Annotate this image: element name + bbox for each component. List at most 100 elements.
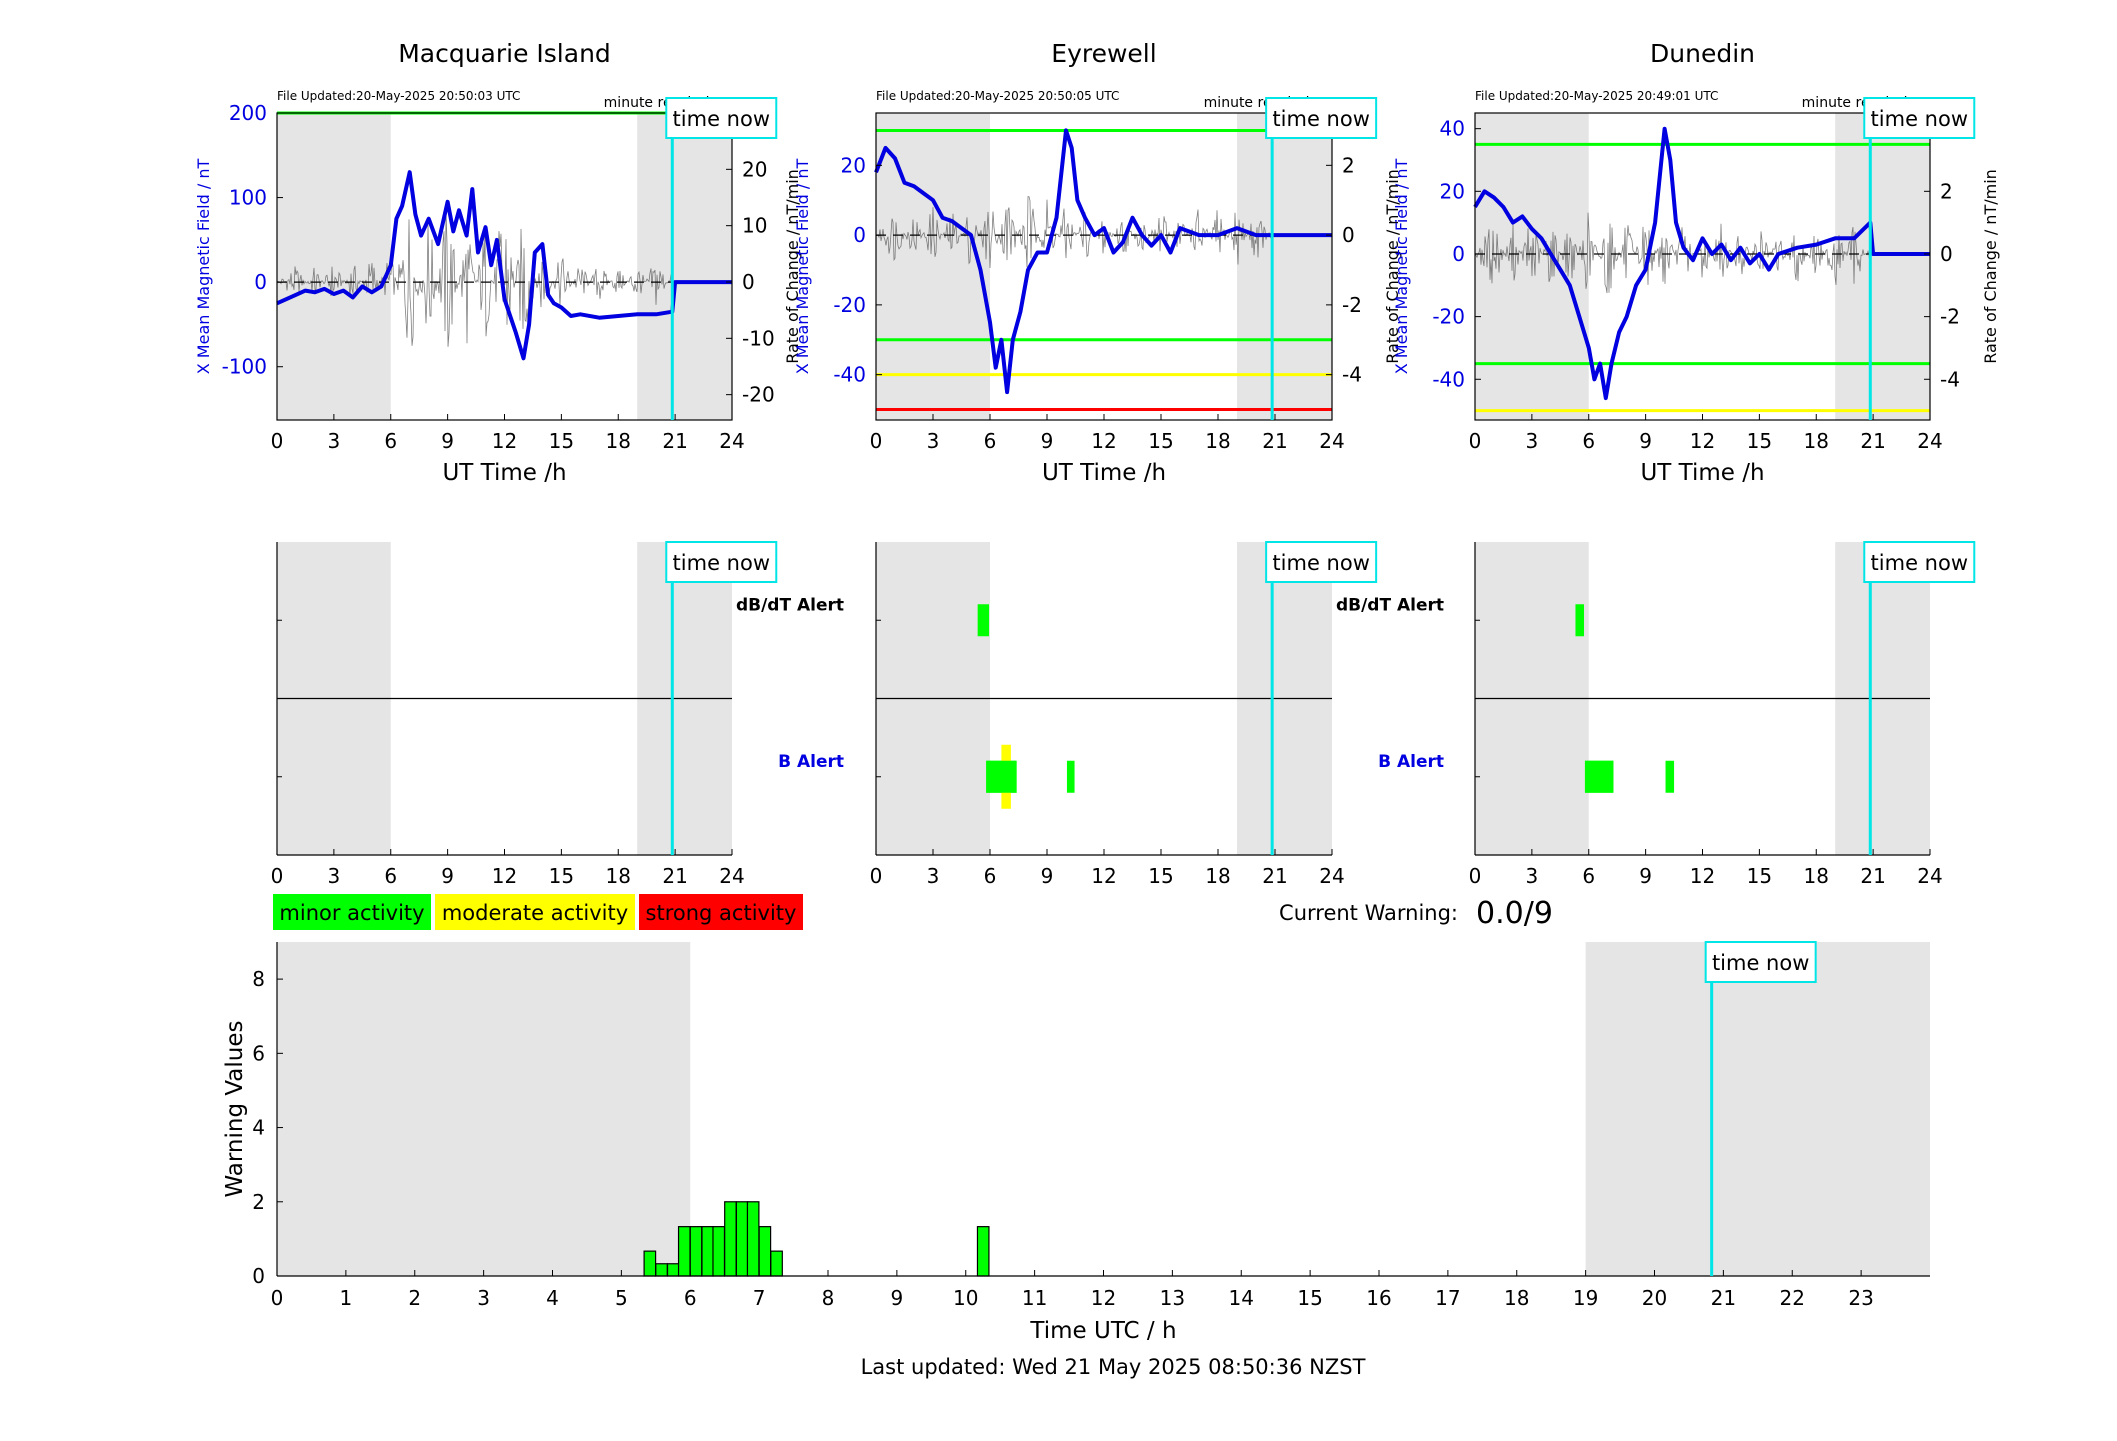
last-updated: Last updated: Wed 21 May 2025 08:50:36 N… — [861, 1355, 1366, 1379]
alert-panel-0: 0 3 6 9 12 15 18 21 24 dB/dT Alert B Alert time now — [271, 541, 844, 888]
y-tick-label: 0 — [1452, 242, 1465, 266]
y2-tick-label: -2 — [1940, 305, 1960, 329]
y2-tick-label: -10 — [742, 326, 775, 350]
time-now-box — [1863, 97, 1976, 139]
x-tick-label: 0 — [870, 429, 883, 453]
warning-bar — [976, 1226, 990, 1277]
alert-x-tick-label: 0 — [271, 864, 284, 888]
x-tick-label: 18 — [1205, 429, 1230, 453]
warning-x-tick-label: 16 — [1366, 1286, 1391, 1310]
time-now-box — [1265, 541, 1378, 583]
file-updated: File Updated:20-May-2025 20:50:03 UTC — [277, 89, 520, 103]
time-now-box — [1265, 97, 1378, 139]
legend-minor-label: minor activity — [279, 901, 424, 925]
y-tick-label: 20 — [1440, 179, 1465, 203]
legend-minor-swatch — [271, 892, 433, 932]
x-tick-label: 24 — [1319, 429, 1344, 453]
warning-x-tick-label: 21 — [1711, 1286, 1736, 1310]
alert-x-tick-label: 24 — [1319, 864, 1344, 888]
warning-y-tick-label: 8 — [252, 967, 265, 991]
warning-values-chart: 0 1 2 3 4 5 6 7 8 9 10 11 12 13 14 15 16 17 18 19 20 21 22 23Ti… — [222, 941, 1930, 1344]
left-y-axis-label: X Mean Magnetic Field / nT — [1392, 159, 1411, 375]
y-tick-label: -40 — [1432, 367, 1465, 391]
x-tick-label: 9 — [441, 429, 454, 453]
legend-moderate-label: moderate activity — [442, 901, 628, 925]
warning-y-tick-label: 4 — [252, 1116, 265, 1140]
b-alert-label: B Alert — [778, 752, 844, 772]
alert-x-tick-label: 0 — [1469, 864, 1482, 888]
warning-bar — [677, 1226, 691, 1277]
warning-bar — [735, 1201, 749, 1277]
warning-x-tick-label: 10 — [953, 1286, 978, 1310]
legend-moderate-swatch — [433, 892, 637, 932]
alert-x-tick-label: 18 — [1804, 864, 1829, 888]
alert-x-tick-label: 24 — [719, 864, 744, 888]
station-chart-1: Eyrewell File Updated:20-May-2025 20:50:0… — [793, 39, 1402, 486]
alert-x-tick-label: 12 — [492, 864, 517, 888]
x-tick-label: 12 — [1091, 429, 1116, 453]
warning-bar — [643, 1250, 657, 1277]
rate-of-change-trace — [1474, 212, 1871, 294]
alert-x-tick-label: 15 — [1747, 864, 1772, 888]
magnetic-field-line — [874, 128, 1332, 395]
dbdt-alert-label: dB/dT Alert — [736, 595, 844, 615]
x-tick-label: 12 — [1690, 429, 1715, 453]
time-now-label: time now — [673, 551, 770, 575]
warning-x-axis-label: Time UTC / h — [1029, 1318, 1176, 1344]
time-now-label: time now — [1871, 551, 1968, 575]
alert-x-tick-label: 0 — [870, 864, 883, 888]
activity-legend: minor activity moderate activity strong … — [271, 892, 805, 932]
y2-tick-label: 0 — [742, 270, 755, 294]
warning-bar — [712, 1226, 726, 1277]
file-updated: File Updated:20-May-2025 20:50:05 UTC — [876, 89, 1119, 103]
warning-x-tick-label: 8 — [822, 1286, 835, 1310]
y2-tick-label: 10 — [742, 214, 767, 238]
station-chart-2: Dunedin File Updated:20-May-2025 20:49:01… — [1392, 39, 2000, 486]
x-tick-label: 15 — [549, 429, 574, 453]
warning-bar — [770, 1250, 783, 1277]
alert-x-tick-label: 21 — [662, 864, 687, 888]
y2-tick-label: 2 — [1342, 153, 1355, 177]
night-shade — [1835, 113, 1930, 420]
y2-tick-label: 0 — [1940, 242, 1953, 266]
y-tick-label: 100 — [229, 186, 267, 210]
x-tick-label: 18 — [1804, 429, 1829, 453]
x-tick-label: 21 — [662, 429, 687, 453]
x-tick-label: 21 — [1860, 429, 1885, 453]
right-y-axis-label: Rate of Change / nT/min — [1981, 169, 2000, 364]
y2-tick-label: 20 — [742, 157, 767, 181]
time-now-label: time now — [1871, 107, 1968, 131]
x-tick-label: 24 — [719, 429, 744, 453]
current-warning-label: Current Warning: — [1279, 901, 1458, 925]
dbdt-alert-bar — [977, 604, 990, 637]
warning-x-tick-label: 22 — [1780, 1286, 1805, 1310]
night-shade — [277, 113, 391, 420]
rate-of-change-trace — [875, 196, 1273, 269]
warning-x-tick-label: 12 — [1091, 1286, 1116, 1310]
alert-x-tick-label: 3 — [927, 864, 940, 888]
b-alert-bar-green — [1665, 760, 1675, 793]
alert-x-tick-label: 9 — [441, 864, 454, 888]
dbdt-alert-bar — [1575, 604, 1585, 637]
warning-x-tick-label: 14 — [1229, 1286, 1254, 1310]
warning-y-tick-label: 2 — [252, 1190, 265, 1214]
alert-x-tick-label: 3 — [1526, 864, 1539, 888]
warning-x-tick-label: 18 — [1504, 1286, 1529, 1310]
b-alert-bar-overlay — [986, 760, 1017, 793]
y-tick-label: 200 — [229, 101, 267, 125]
alert-x-tick-label: 21 — [1262, 864, 1287, 888]
alert-x-tick-label: 18 — [1205, 864, 1230, 888]
alert-x-tick-label: 3 — [328, 864, 341, 888]
warning-x-tick-label: 7 — [753, 1286, 766, 1310]
y2-tick-label: -2 — [1342, 293, 1362, 317]
x-tick-label: 12 — [492, 429, 517, 453]
warning-x-tick-label: 2 — [408, 1286, 421, 1310]
warning-x-tick-label: 13 — [1160, 1286, 1185, 1310]
warning-bar — [655, 1263, 668, 1277]
night-shade — [1237, 113, 1332, 420]
x-tick-label: 6 — [384, 429, 397, 453]
alert-x-tick-label: 9 — [1041, 864, 1054, 888]
y2-tick-label: 0 — [1342, 223, 1355, 247]
rate-of-change-trace — [276, 210, 673, 347]
